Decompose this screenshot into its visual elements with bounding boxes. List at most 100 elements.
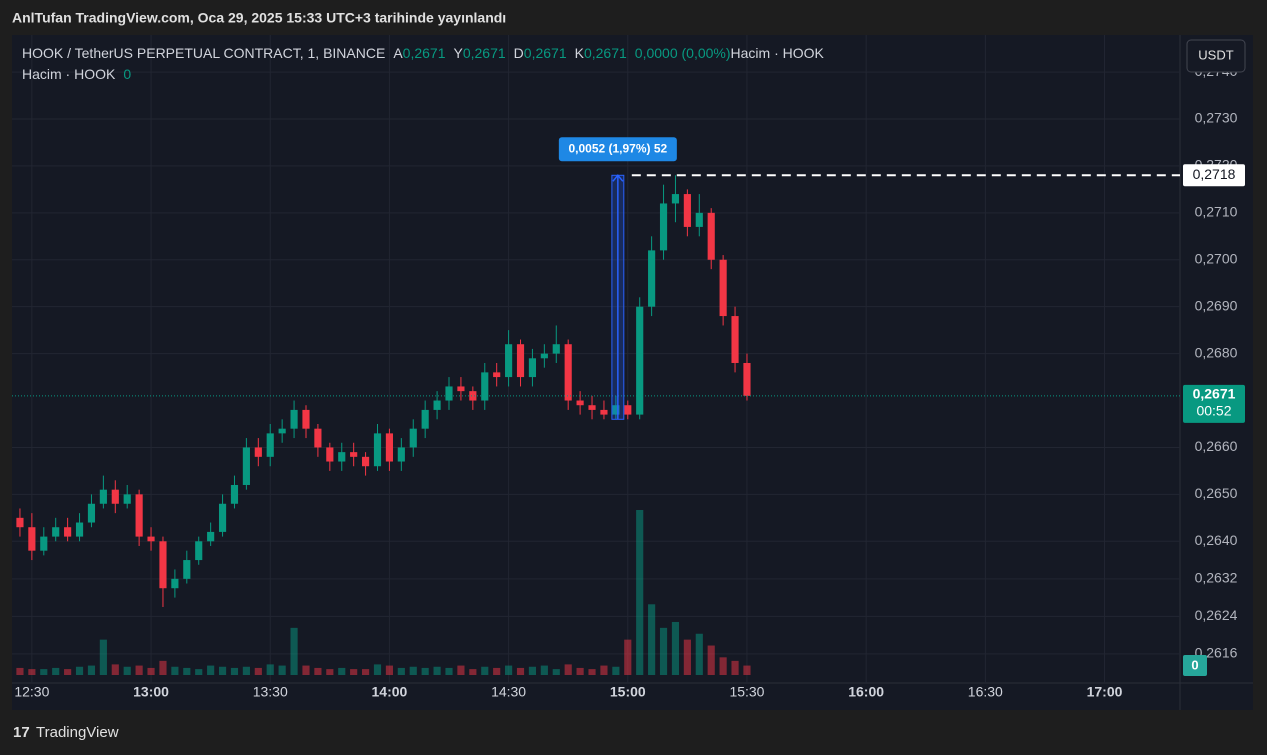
volume-bar — [409, 666, 417, 675]
volume-bar — [743, 665, 751, 675]
candle-body — [493, 372, 501, 378]
volume-bar — [171, 666, 179, 675]
candle-body — [457, 386, 465, 392]
x-tick-label: 14:30 — [491, 684, 526, 700]
candle-body — [183, 560, 191, 579]
volume-bar — [75, 666, 84, 675]
candle-body — [624, 405, 632, 415]
volume-bar — [421, 667, 429, 675]
candle-body — [743, 362, 751, 396]
ohlc-value: 0,2671 — [584, 45, 627, 61]
price-badge — [1183, 384, 1245, 423]
candle-body — [540, 353, 548, 359]
volume-bar — [600, 665, 608, 675]
high-badge — [1183, 164, 1245, 187]
y-tick-label: 0,2680 — [1195, 344, 1238, 360]
candle-body — [28, 527, 36, 551]
candle-body — [409, 428, 417, 448]
high-badge-label: 0,2718 — [1193, 166, 1236, 182]
volume-bar — [683, 639, 691, 675]
footer-brand: TradingView — [36, 724, 119, 741]
volume-bar — [207, 665, 215, 675]
candle-body — [659, 203, 668, 251]
candle-body — [588, 405, 596, 410]
volume-bar — [516, 667, 525, 675]
y-tick-label: 0,2624 — [1195, 607, 1238, 623]
volume-bar — [445, 667, 453, 675]
volume-bar — [636, 510, 644, 675]
volume-bar — [242, 666, 250, 675]
volume-bar — [695, 633, 703, 675]
volume-bar — [254, 667, 262, 675]
candle-body — [338, 452, 346, 462]
candle-body — [552, 344, 560, 354]
measure-label-box — [558, 137, 677, 162]
x-tick-label: 13:00 — [133, 684, 169, 700]
volume-bar — [588, 669, 596, 675]
volume-bar — [481, 666, 489, 675]
currency-button[interactable] — [1186, 39, 1246, 73]
volume-bar — [624, 639, 632, 675]
volume-bar — [52, 667, 60, 675]
candle-body — [350, 452, 358, 457]
candle-body — [719, 259, 727, 317]
y-tick-label: 0,2710 — [1195, 204, 1238, 220]
y-tick-label: 0,2660 — [1195, 438, 1238, 454]
volume-value: 0 — [123, 66, 131, 82]
volume-bar — [671, 621, 680, 675]
candle-body — [111, 489, 119, 504]
candle-body — [314, 428, 322, 448]
volume-bar — [266, 664, 274, 675]
candle-body — [469, 391, 477, 401]
y-tick-label: 0,2640 — [1195, 532, 1238, 548]
volume-bar — [123, 666, 131, 675]
candle-body — [254, 447, 262, 457]
volume-bar — [493, 667, 501, 675]
volume-bar — [302, 665, 310, 675]
x-tick-label: 13:30 — [253, 684, 288, 700]
countdown: 00:52 — [1196, 403, 1231, 419]
candle-body — [445, 386, 453, 401]
candle-body — [421, 409, 429, 429]
candle-body — [516, 344, 525, 378]
candle-body — [290, 409, 298, 429]
ohlc-key: A — [393, 45, 403, 61]
volume-bar — [719, 657, 727, 675]
candle-body — [600, 409, 608, 415]
candle-body — [683, 194, 691, 227]
candle-body — [87, 503, 96, 523]
volume-bar — [648, 604, 656, 675]
volume-bar — [135, 665, 143, 675]
volume-bar — [397, 667, 405, 675]
volume-bar — [469, 669, 477, 675]
ohlc-key: K — [575, 45, 585, 61]
measure-label: 0,0052 (1,97%) 52 — [568, 141, 667, 155]
y-tick-label: 0,2730 — [1195, 110, 1238, 126]
volume-bar — [290, 627, 298, 675]
candle-body — [147, 536, 155, 542]
candle-body — [648, 250, 656, 307]
x-tick-label: 15:30 — [729, 684, 764, 700]
volume-bar — [612, 666, 620, 675]
candle-body — [171, 578, 179, 589]
x-tick-label: 16:00 — [848, 684, 884, 700]
volume-bar — [314, 667, 322, 675]
candle-body — [266, 433, 274, 457]
candle-body — [564, 344, 572, 401]
volume-bar — [505, 665, 513, 675]
ohlc-value: 0,2671 — [403, 45, 446, 61]
x-tick-label: 16:30 — [968, 684, 1003, 700]
volume-legend: Hacim · HOOK 0 — [22, 66, 131, 82]
candle-body — [40, 536, 48, 551]
candle-body — [731, 316, 739, 363]
candle-body — [433, 400, 441, 410]
candle-body — [326, 447, 334, 462]
measure-arrowhead — [612, 174, 624, 182]
candle-body — [397, 447, 405, 462]
volume-bar — [326, 669, 334, 675]
volume-bar — [564, 664, 572, 675]
volume-name: Hacim · HOOK — [731, 45, 825, 61]
volume-bar — [87, 665, 96, 675]
x-tick-label: 14:00 — [372, 684, 408, 700]
currency-label[interactable]: USDT — [1198, 47, 1233, 62]
